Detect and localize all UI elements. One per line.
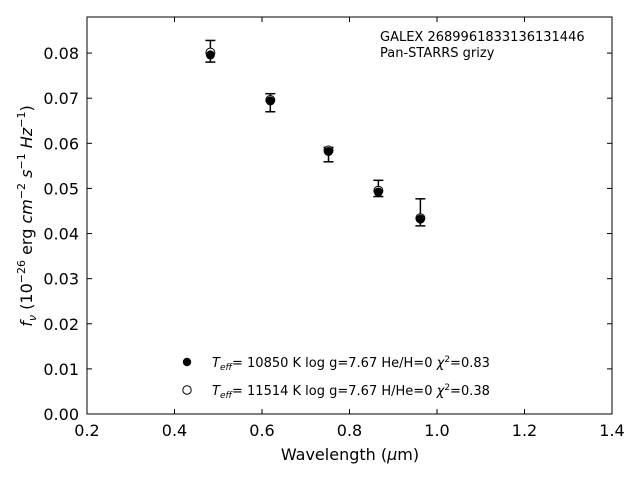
y-tick-label: 0.05: [43, 179, 79, 198]
legend: Teff= 10850 K log g=7.67 He/H=0 χ2=0.83 …: [182, 355, 490, 401]
annotation-galex: GALEX 2689961833136131446: [380, 30, 585, 45]
x-tick-label: 1.2: [512, 421, 537, 440]
x-tick-label: 0.8: [337, 421, 362, 440]
model-point-filled: [265, 96, 275, 106]
model-point-filled: [324, 146, 333, 156]
x-tick-label: 1.0: [424, 421, 449, 440]
x-tick-label: 0.4: [162, 421, 187, 440]
y-tick-label: 0.01: [43, 360, 79, 379]
x-axis-label: Wavelength (μm): [281, 445, 419, 464]
x-tick-label: 1.4: [599, 421, 624, 440]
y-tick-label: 0.02: [43, 315, 79, 334]
y-tick-label: 0.07: [43, 89, 79, 108]
x-tick-label: 0.6: [249, 421, 274, 440]
annotation-survey: Pan-STARRS grizy: [380, 46, 495, 61]
data-markers: [205, 47, 426, 224]
x-axis: 0.2 0.4 0.6 0.8 1.0 1.2 1.4: [74, 17, 625, 440]
y-tick-label: 0.03: [43, 270, 79, 289]
y-axis-label: fν (10−26 erg cm−2 s−1 Hz−1): [15, 105, 39, 326]
y-tick-label: 0.06: [43, 134, 79, 153]
legend-marker-open: [182, 385, 192, 395]
legend-marker-filled: [182, 357, 192, 367]
model-point-filled: [415, 214, 425, 224]
y-tick-label: 0.08: [43, 44, 79, 63]
legend-label-1: Teff= 10850 K log g=7.67 He/H=0 χ2=0.83: [212, 355, 490, 373]
model-point-filled: [373, 187, 383, 197]
legend-label-2: Teff= 11514 K log g=7.67 H/He=0 χ2=0.38: [212, 383, 490, 401]
y-tick-label: 0.04: [43, 225, 79, 244]
y-axis: 0.00 0.01 0.02 0.03 0.04 0.05 0.06 0.07 0.08: [43, 44, 612, 424]
y-tick-label: 0.00: [43, 405, 79, 424]
model-point-filled: [205, 50, 215, 60]
x-tick-label: 0.2: [74, 421, 99, 440]
plot-frame: [86, 16, 613, 415]
error-bars: [205, 39, 426, 227]
